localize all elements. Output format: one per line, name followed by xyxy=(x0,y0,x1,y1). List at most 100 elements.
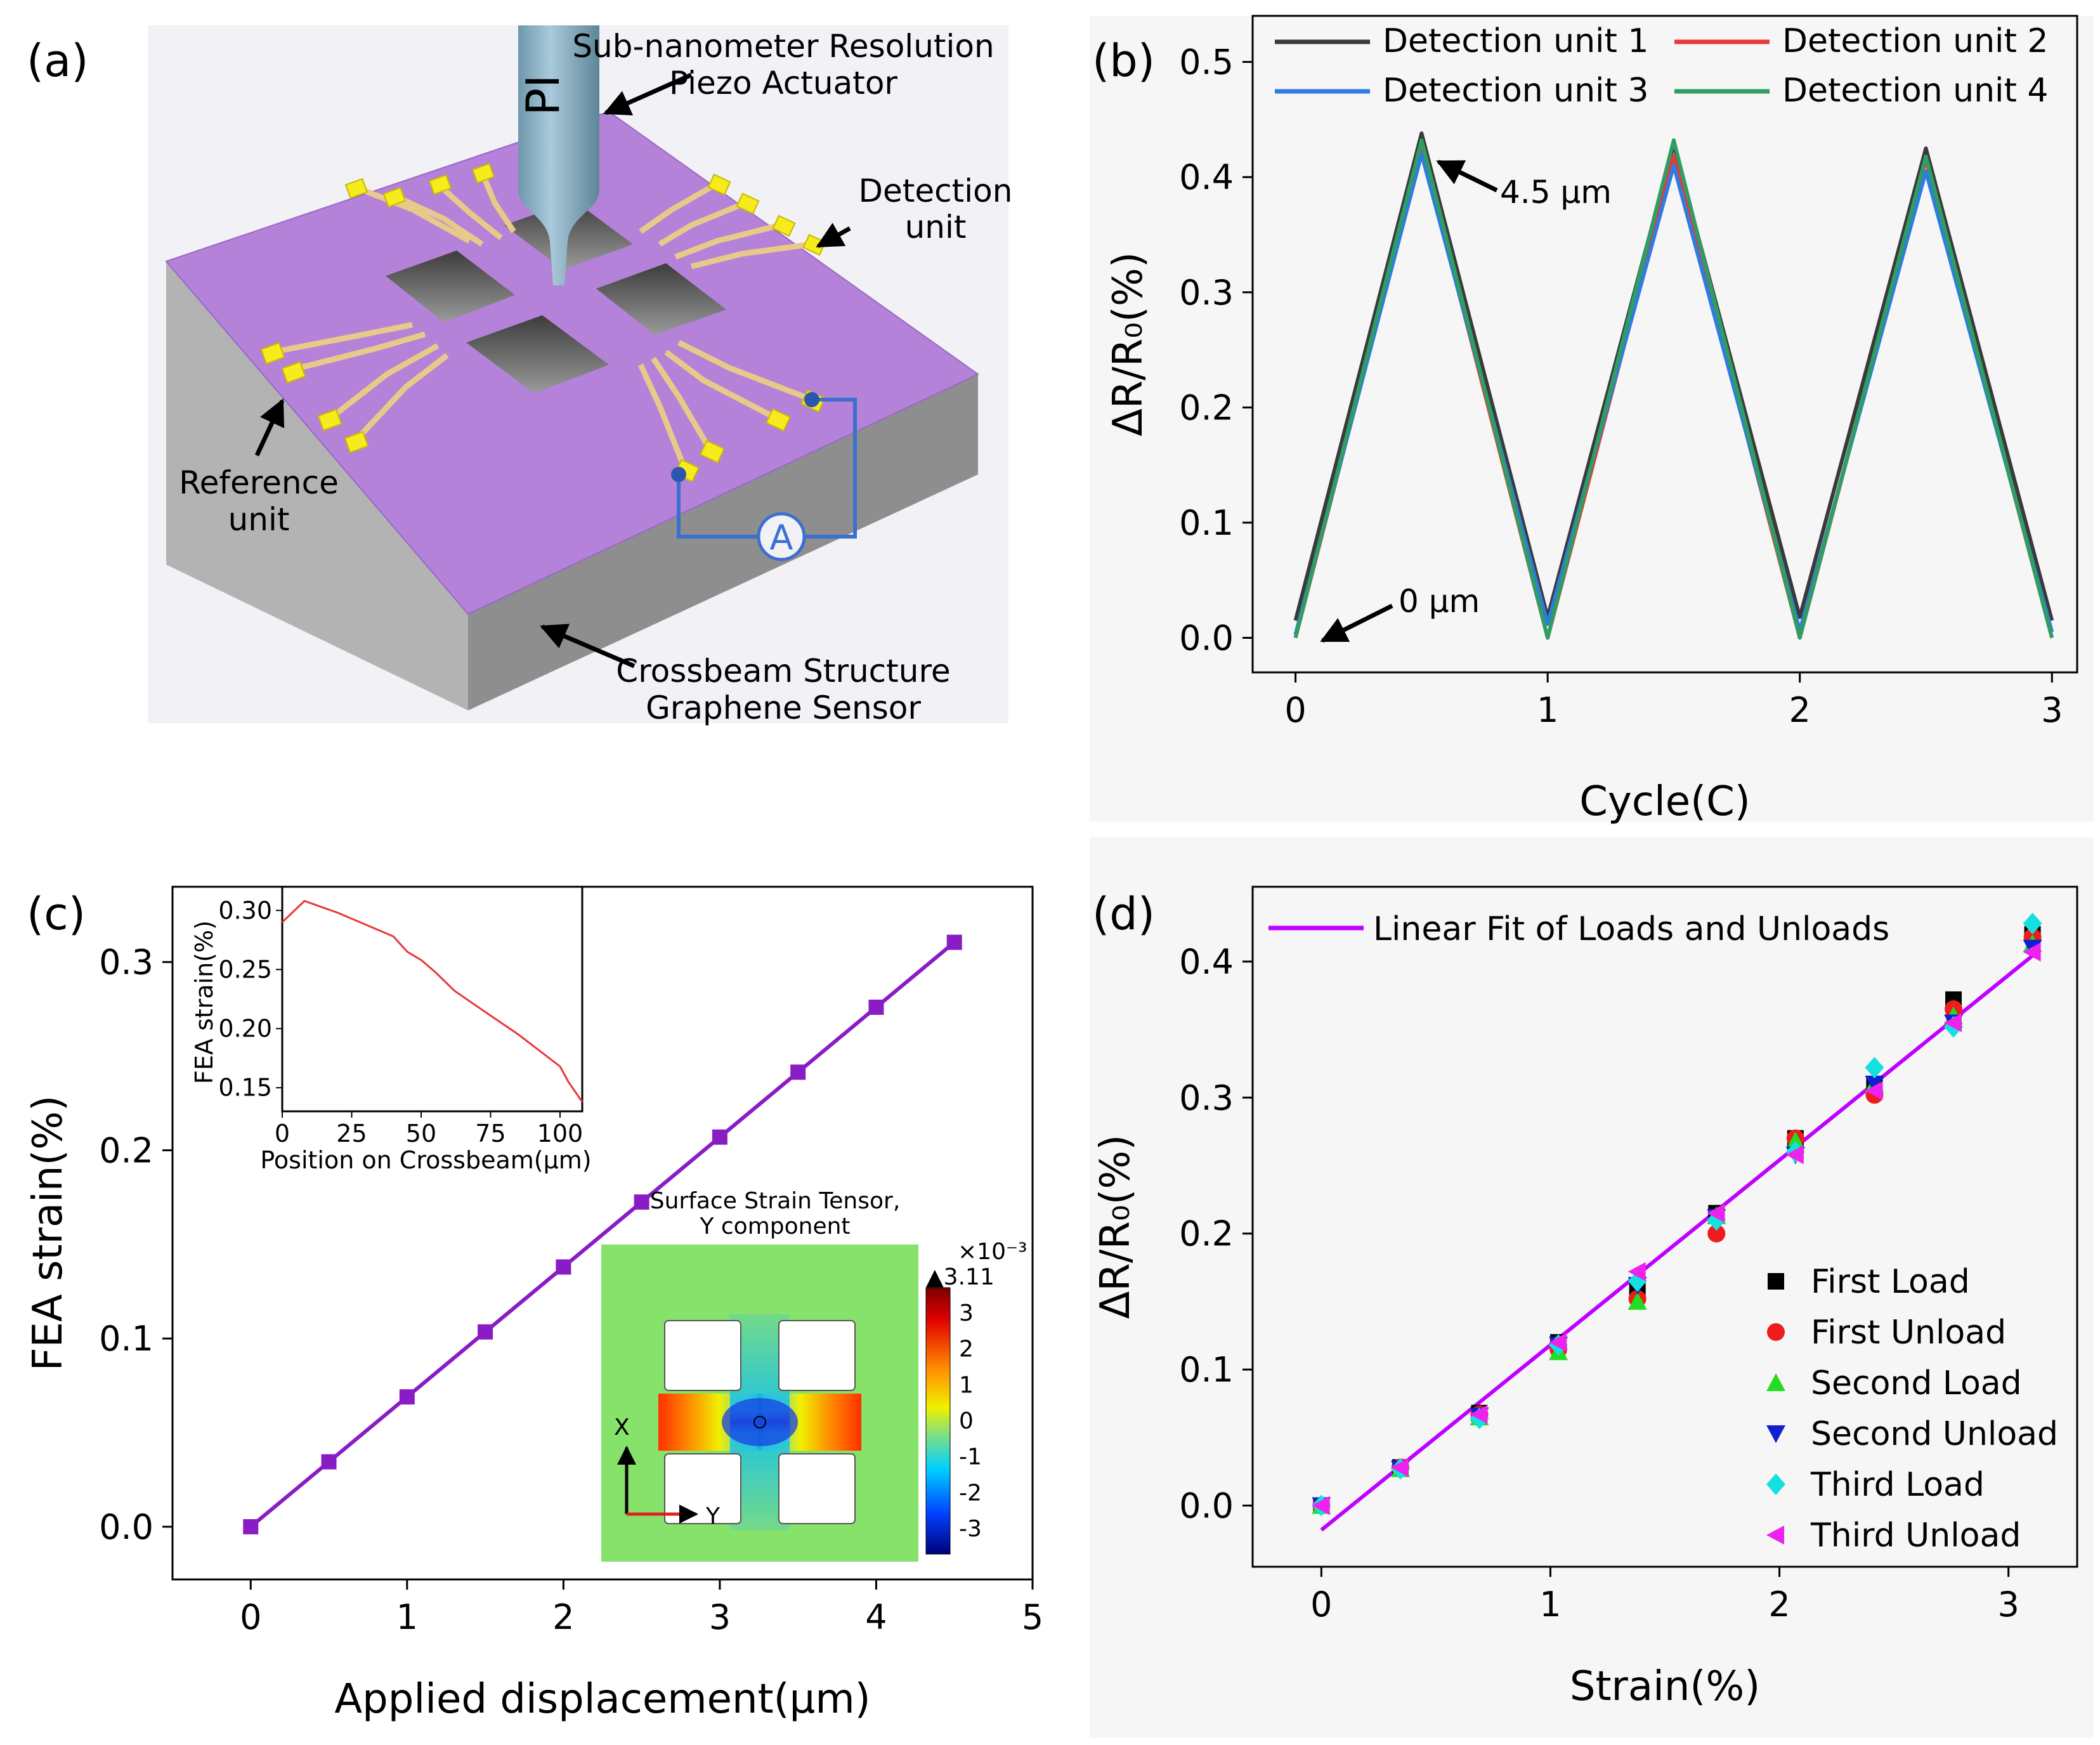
chart-c-series-line xyxy=(249,941,956,1529)
chart-d-point-triangle-up xyxy=(1785,1131,1805,1149)
crossbeam-base-right-face xyxy=(468,374,978,710)
chart-c-contour-hole-2 xyxy=(778,1320,856,1391)
piezo-probe: PI xyxy=(516,25,599,285)
chart-d-point-triangle-left xyxy=(1785,1145,1804,1165)
chart-b-series-3-line xyxy=(1293,152,2054,635)
panel-d-label: (d) xyxy=(1092,888,1155,940)
chart-d-ytick-label: 0.3 xyxy=(1179,1078,1234,1118)
chart-c-contour-center xyxy=(722,1398,798,1446)
chart-b-legend-label-1: Detection unit 1 xyxy=(1383,22,1649,60)
chart-d-ytick-label: 0.4 xyxy=(1179,942,1234,982)
chart-c-ytick-label: 0.1 xyxy=(99,1319,153,1359)
chart-c-inset-xtick-label: 100 xyxy=(537,1120,584,1147)
callout-actuator-line2: Piezo Actuator xyxy=(669,65,897,101)
chart-d-point-triangle-down xyxy=(1865,1075,1884,1094)
chart-c: (c) 0 1 2 3 4 5 0.0 0.1 0.2 0.3 Applied displaceme… xyxy=(25,886,1043,1723)
chart-d-xtick-label: 0 xyxy=(1310,1585,1332,1624)
chart-c-xlabel: Applied displacement(μm) xyxy=(334,1676,870,1723)
chart-d-legend-marker-2 xyxy=(1767,1323,1785,1341)
chart-d-legend-label-2: First Unload xyxy=(1811,1314,2006,1352)
chart-d-xtick-label: 3 xyxy=(1997,1585,2019,1624)
crossbeam-hole-right xyxy=(596,263,726,335)
chart-d-point-circle xyxy=(1707,1224,1726,1243)
chart-b-annotation-arrow-peak xyxy=(1436,159,1498,193)
panel-a-label: (a) xyxy=(27,35,89,87)
chart-c-inset-ytick-label: 0.20 xyxy=(218,1015,272,1043)
chart-d-legend-label-6: Third Unload xyxy=(1810,1517,2021,1555)
chart-c-contour-hole-1 xyxy=(664,1320,741,1391)
callout-reference-line2: unit xyxy=(228,501,290,538)
chart-d-point-triangle-left xyxy=(1470,1404,1488,1424)
chart-d-legend-marker-1 xyxy=(1768,1273,1784,1290)
chart-b-xlabel: Cycle(C) xyxy=(1579,778,1751,825)
callout-reference-line1: Reference xyxy=(179,464,339,501)
chart-c-data-point xyxy=(790,1064,806,1080)
chart-b-xtick-label: 0 xyxy=(1284,690,1306,730)
chart-c-contour-title-2: Y component xyxy=(699,1213,850,1239)
chart-c-contour-y-label: Y xyxy=(705,1503,721,1529)
metal-traces xyxy=(272,171,813,471)
chart-c-inset-xtick-label: 75 xyxy=(475,1120,505,1147)
chart-d-point-triangle-up xyxy=(1627,1291,1647,1310)
chart-b-ytick-label: 0.2 xyxy=(1179,388,1234,428)
chart-c-xtick-label: 3 xyxy=(709,1597,731,1637)
chart-c-inset-ytick-label: 0.30 xyxy=(218,896,272,924)
callout-detection-line1: Detection xyxy=(859,173,1013,209)
chart-d: (d) 0 1 2 3 0.0 0.1 0.2 0.3 0.4 Strain(%) ΔR/R₀(%)… xyxy=(1090,837,2094,1738)
probe-label: PI xyxy=(516,75,570,116)
chart-d-point-triangle-left xyxy=(1865,1081,1883,1101)
chart-c-colorbar-tick: 3 xyxy=(959,1300,974,1326)
chart-c-inset-ylabel: FEA strain(%) xyxy=(190,920,218,1084)
chart-d-legend-fit-label: Linear Fit of Loads and Unloads xyxy=(1373,910,1889,948)
chart-c-data-point xyxy=(634,1194,649,1210)
chart-d-ytick-label: 0.0 xyxy=(1179,1486,1234,1526)
chart-d-point-diamond xyxy=(1865,1057,1884,1079)
chart-c-data-point xyxy=(712,1129,727,1145)
chart-d-legend-label-3: Second Load xyxy=(1811,1364,2022,1402)
chart-b-ylabel: ΔR/R₀(%) xyxy=(1105,252,1152,436)
chart-c-contour-title-1: Surface Strain Tensor, xyxy=(650,1188,901,1214)
chart-c-colorbar-tick: 2 xyxy=(959,1337,974,1363)
chart-d-ytick-label: 0.1 xyxy=(1179,1350,1234,1390)
chart-c-inset-ytick-label: 0.25 xyxy=(218,955,272,983)
chart-d-xtick-label: 2 xyxy=(1768,1585,1790,1624)
crossbeam-hole-left xyxy=(386,251,515,322)
chart-c-data-point xyxy=(868,999,884,1015)
chart-d-xlabel: Strain(%) xyxy=(1570,1663,1760,1710)
chart-b: (b) 0 1 2 3 0.0 0.1 0.2 0.3 0.4 0.5 Cycle(C) ΔR/R₀(… xyxy=(1090,15,2094,825)
chart-d-legend-label-4: Second Unload xyxy=(1811,1415,2058,1453)
chart-c-contour-x-label: X xyxy=(614,1415,630,1441)
chart-c-colorbar-exponent: ×10⁻³ xyxy=(958,1239,1027,1265)
chart-c-plot-frame xyxy=(171,886,1034,1581)
crossbeam-hole-front xyxy=(466,315,609,393)
crossbeam-base-left-face xyxy=(166,261,468,710)
chart-d-fit-line xyxy=(1320,953,2035,1532)
chart-b-background xyxy=(1090,16,2094,821)
chart-d-point-diamond xyxy=(2023,912,2042,934)
chart-c-inset-ytick-label: 0.15 xyxy=(218,1074,272,1102)
chart-d-point-triangle-left xyxy=(1944,1013,1962,1033)
chart-c-inset-xtick-label: 50 xyxy=(406,1120,436,1147)
callout-structure-line1: Crossbeam Structure xyxy=(616,653,950,690)
chart-d-point-triangle-left xyxy=(1312,1496,1330,1515)
chart-b-ytick-label: 0.4 xyxy=(1179,157,1234,197)
chart-c-xtick-label: 4 xyxy=(865,1597,887,1637)
chart-c-inset-frame xyxy=(281,886,584,1113)
chart-b-xtick-label: 3 xyxy=(2041,690,2063,730)
chart-c-ylabel: FEA strain(%) xyxy=(25,1095,72,1371)
chart-b-ytick-label: 0.1 xyxy=(1179,503,1234,543)
chart-b-series-4-line xyxy=(1293,138,2054,640)
chart-c-colorbar-tick: -3 xyxy=(959,1516,982,1542)
chart-c-data-point xyxy=(243,1519,259,1534)
chart-d-legend-marker-6 xyxy=(1766,1526,1784,1545)
ammeter-circuit: A xyxy=(671,392,857,561)
chart-d-legend-marker-4 xyxy=(1766,1425,1785,1443)
chart-c-inset-xtick-label: 25 xyxy=(336,1120,367,1147)
chart-b-annotation-zero: 0 μm xyxy=(1399,583,1480,620)
panel-a: (a) xyxy=(27,25,1012,726)
chart-c-xtick-label: 1 xyxy=(396,1597,418,1637)
chart-d-point-triangle-left xyxy=(1549,1333,1567,1352)
chart-d-xtick-label: 1 xyxy=(1539,1585,1561,1624)
chart-b-plot-frame xyxy=(1251,15,2078,674)
